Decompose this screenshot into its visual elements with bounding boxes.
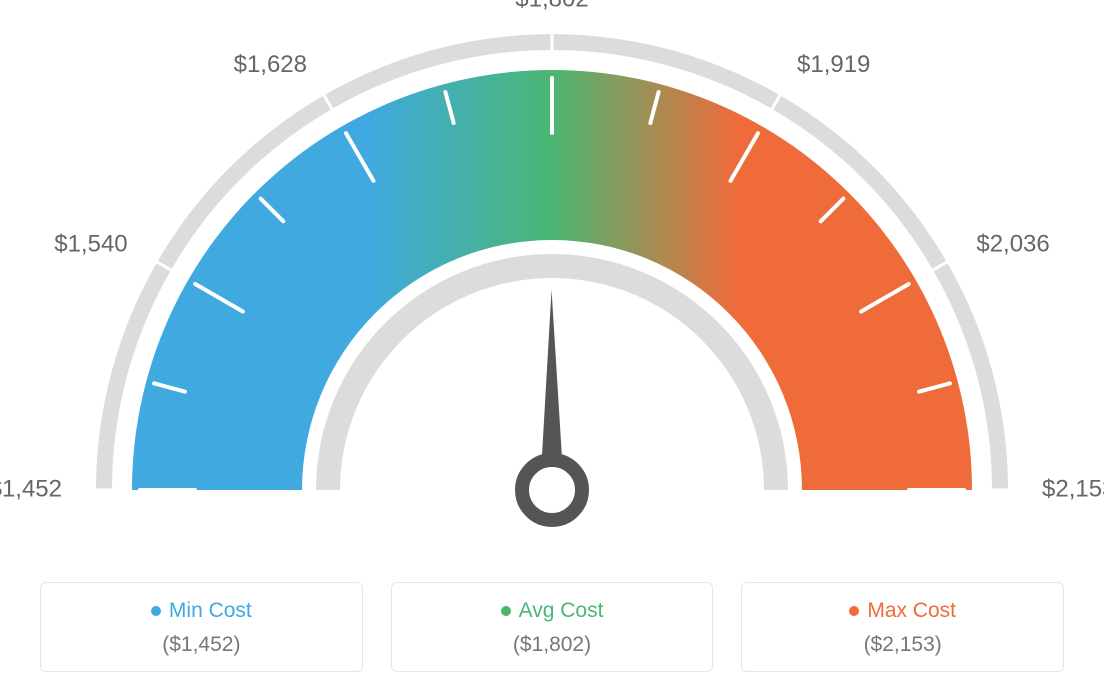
min-cost-card: Min Cost ($1,452) (40, 582, 363, 672)
tick-label: $1,919 (797, 51, 870, 78)
max-dot (849, 606, 859, 616)
min-dot (151, 606, 161, 616)
max-label: Max Cost (867, 599, 956, 623)
cards-row: Min Cost ($1,452) Avg Cost ($1,802) Max … (0, 582, 1104, 672)
avg-label-row: Avg Cost (402, 599, 703, 623)
tick-label: $2,036 (976, 230, 1049, 257)
tick-label: $1,802 (515, 0, 588, 12)
avg-dot (501, 606, 511, 616)
max-value: ($2,153) (752, 633, 1053, 657)
avg-cost-card: Avg Cost ($1,802) (391, 582, 714, 672)
chart-container: $1,452 $1,540 $1,628 $1,802 $1,919 $2,036 $2,1… (0, 0, 1104, 690)
gauge: $1,452 $1,540 $1,628 $1,802 $1,919 $2,036 $2,1… (0, 0, 1104, 560)
tick-label: $1,628 (234, 51, 307, 78)
tick-label: $2,153 (1042, 475, 1104, 502)
tick-label: $1,540 (54, 230, 127, 257)
avg-label: Avg Cost (519, 599, 604, 623)
max-cost-card: Max Cost ($2,153) (741, 582, 1064, 672)
min-label-row: Min Cost (51, 599, 352, 623)
tick-label: $1,452 (0, 475, 62, 502)
max-label-row: Max Cost (752, 599, 1053, 623)
gauge-svg: $1,452 $1,540 $1,628 $1,802 $1,919 $2,036 $2,1… (0, 0, 1104, 560)
min-label: Min Cost (169, 599, 252, 623)
min-value: ($1,452) (51, 633, 352, 657)
avg-value: ($1,802) (402, 633, 703, 657)
